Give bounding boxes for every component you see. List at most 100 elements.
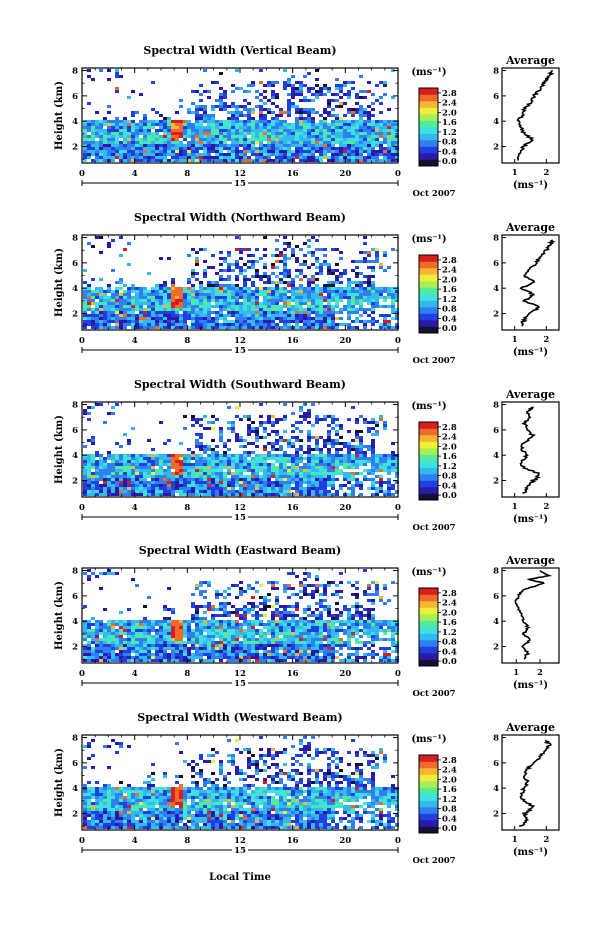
- heatmap-cell: [387, 320, 391, 323]
- heatmap-cell: [379, 126, 383, 129]
- heatmap-cell: [323, 290, 327, 293]
- heatmap-cell: [143, 632, 147, 635]
- heatmap-cell: [231, 493, 235, 496]
- x-tick-label: 4: [132, 503, 138, 513]
- heatmap-cell: [307, 412, 311, 415]
- heatmap-cell: [107, 629, 111, 632]
- heatmap-cell: [379, 469, 383, 472]
- heatmap-cell: [299, 263, 303, 266]
- heatmap-cell: [335, 281, 339, 284]
- heatmap-cell: [307, 415, 311, 418]
- heatmap-cell: [275, 326, 279, 329]
- heatmap-cell: [115, 659, 119, 662]
- heatmap-cell: [339, 126, 343, 129]
- heatmap-cell: [91, 78, 95, 81]
- heatmap-cell: [355, 126, 359, 129]
- heatmap-cell: [271, 254, 275, 257]
- heatmap-cell: [363, 478, 367, 481]
- heatmap-cell: [287, 269, 291, 272]
- heatmap-cell: [279, 478, 283, 481]
- heatmap-cell: [267, 156, 271, 159]
- heatmap-cell: [147, 659, 151, 662]
- heatmap-cell: [111, 305, 115, 308]
- heatmap-cell: [355, 296, 359, 299]
- heatmap-cell: [211, 641, 215, 644]
- heatmap-cell: [247, 317, 251, 320]
- heatmap-cell: [107, 463, 111, 466]
- heatmap-cell: [367, 284, 371, 287]
- heatmap-cell: [287, 159, 291, 162]
- heatmap-cell: [267, 487, 271, 490]
- heatmap-cell: [251, 475, 255, 478]
- heatmap-cell: [183, 487, 187, 490]
- heatmap-cell: [227, 111, 231, 114]
- heatmap-cell: [171, 281, 175, 284]
- heatmap-cell: [155, 320, 159, 323]
- heatmap-cell: [227, 620, 231, 623]
- heatmap-cell: [383, 269, 387, 272]
- heatmap-cell: [339, 96, 343, 99]
- heatmap-cell: [279, 299, 283, 302]
- heatmap-cell: [359, 472, 363, 475]
- heatmap-cell: [299, 490, 303, 493]
- heatmap-cell: [323, 284, 327, 287]
- heatmap-cell: [219, 326, 223, 329]
- heatmap-cell: [151, 466, 155, 469]
- heatmap-cell: [191, 472, 195, 475]
- heatmap-cell: [135, 472, 139, 475]
- heatmap-cell: [171, 659, 175, 662]
- heatmap-cell: [247, 293, 251, 296]
- heatmap-cell: [291, 466, 295, 469]
- heatmap-cell: [363, 323, 367, 326]
- heatmap-cell: [187, 299, 191, 302]
- heatmap-cell: [303, 481, 307, 484]
- heatmap-cell: [359, 442, 363, 445]
- heatmap-cell: [87, 484, 91, 487]
- heatmap-cell: [107, 626, 111, 629]
- heatmap-cell: [315, 90, 319, 93]
- heatmap-cell: [311, 454, 315, 457]
- heatmap-cell: [171, 147, 175, 150]
- colorbar-frame: [418, 87, 439, 167]
- heatmap-cell: [379, 305, 383, 308]
- heatmap-cell: [351, 475, 355, 478]
- heatmap-cell: [287, 460, 291, 463]
- heatmap-cell: [275, 96, 279, 99]
- heatmap-cell: [295, 493, 299, 496]
- colorbar-swatch: [419, 153, 438, 160]
- heatmap-cell: [187, 111, 191, 114]
- heatmap-cell: [215, 153, 219, 156]
- heatmap-cell: [187, 647, 191, 650]
- heatmap-cell: [235, 433, 239, 436]
- heatmap-cell: [215, 323, 219, 326]
- heatmap-cell: [287, 84, 291, 87]
- heatmap-cell: [211, 117, 215, 120]
- heatmap-cell: [171, 308, 175, 311]
- heatmap-cell: [215, 284, 219, 287]
- heatmap-cell: [271, 293, 275, 296]
- heatmap-cell: [151, 305, 155, 308]
- heatmap-cell: [139, 641, 143, 644]
- heatmap-cell: [99, 120, 103, 123]
- heatmap-cell: [179, 466, 183, 469]
- heatmap-cell: [299, 439, 303, 442]
- heatmap-cell: [195, 117, 199, 120]
- heatmap-cell: [87, 305, 91, 308]
- heatmap-cell: [147, 302, 151, 305]
- heatmap-cell: [211, 129, 215, 132]
- heatmap-cell: [215, 469, 219, 472]
- x-tick-label: 0: [79, 336, 85, 346]
- heatmap-cell: [243, 296, 247, 299]
- average-title: Average: [505, 54, 555, 67]
- heatmap-cell: [335, 296, 339, 299]
- heatmap-cell: [111, 290, 115, 293]
- heatmap-cell: [355, 326, 359, 329]
- heatmap-cell: [167, 287, 171, 290]
- heatmap-cell: [119, 311, 123, 314]
- heatmap-cell: [199, 463, 203, 466]
- heatmap-cell: [347, 81, 351, 84]
- heatmap-cell: [155, 481, 159, 484]
- heatmap-cell: [311, 141, 315, 144]
- heatmap-cell: [203, 108, 207, 111]
- heatmap-cell: [291, 75, 295, 78]
